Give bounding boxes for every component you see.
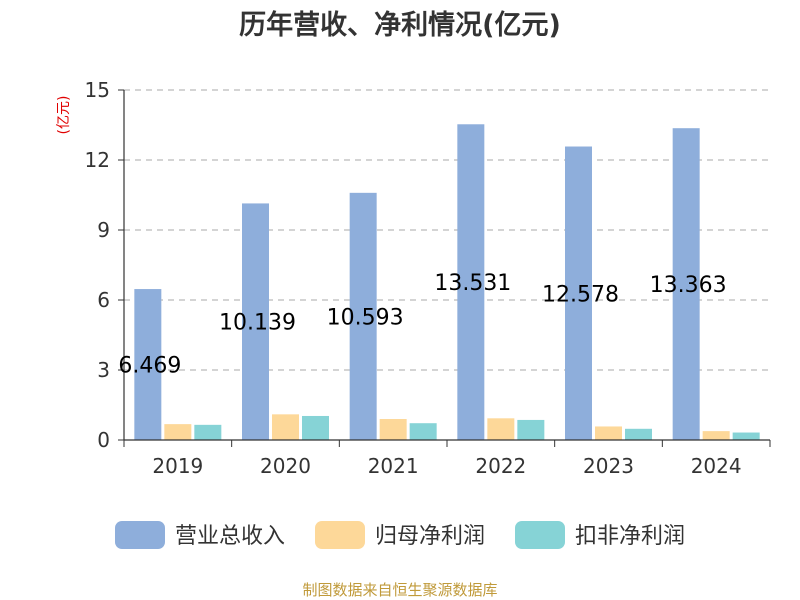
x-tick-label: 2019: [152, 454, 203, 478]
legend[interactable]: 营业总收入 归母净利润 扣非净利润: [115, 521, 685, 549]
bar-2-1[interactable]: [302, 415, 329, 440]
bar-0-0[interactable]: [134, 289, 162, 440]
y-tick-label: 6: [97, 288, 110, 312]
bar-0-2[interactable]: [349, 192, 377, 440]
y-axis-unit: (亿元): [56, 96, 72, 135]
bar-2-5[interactable]: [732, 432, 760, 440]
legend-swatch: [115, 521, 165, 549]
legend-swatch: [515, 521, 565, 549]
axes: 0 3 6 9 12 15 2019 2020 2021 2022 2023 2024: [85, 78, 771, 478]
y-tick-label: 9: [97, 218, 110, 242]
bar-1-1[interactable]: [272, 414, 299, 440]
bar-0-5[interactable]: [672, 128, 700, 441]
bar-2-2[interactable]: [409, 423, 437, 440]
legend-item-2[interactable]: 扣非净利润: [515, 521, 685, 549]
data-label: 6.469: [118, 354, 181, 379]
data-label: 13.363: [650, 273, 727, 298]
y-tick-label: 3: [97, 358, 110, 382]
bar-0-1[interactable]: [242, 203, 269, 440]
x-tick-label: 2022: [475, 454, 526, 478]
x-tick-label: 2021: [368, 454, 419, 478]
legend-label: 扣非净利润: [575, 524, 685, 549]
data-label: 10.593: [327, 305, 404, 330]
data-label: 13.531: [434, 271, 511, 296]
gridlines: [124, 89, 770, 371]
bar-2-4[interactable]: [625, 428, 652, 440]
legend-label: 归母净利润: [375, 524, 485, 549]
bar-0-3[interactable]: [457, 124, 485, 440]
y-tick-label: 0: [97, 428, 110, 452]
x-tick-label: 2023: [583, 454, 634, 478]
bar-1-2[interactable]: [379, 419, 407, 440]
x-tick-label: 2024: [691, 454, 742, 478]
data-label: 10.139: [219, 311, 296, 336]
bar-2-3[interactable]: [517, 419, 545, 440]
y-tick-label: 12: [85, 148, 110, 172]
bar-1-5[interactable]: [702, 431, 730, 440]
chart-title: 历年营收、净利情况(亿元): [239, 9, 561, 41]
bars: [134, 124, 760, 441]
bar-0-4[interactable]: [565, 146, 592, 440]
bar-1-4[interactable]: [595, 426, 622, 440]
y-tick-label: 15: [85, 78, 110, 102]
bar-1-3[interactable]: [487, 418, 515, 440]
legend-item-1[interactable]: 归母净利润: [315, 521, 485, 549]
legend-item-0[interactable]: 营业总收入: [115, 521, 285, 549]
source-note: 制图数据来自恒生聚源数据库: [302, 581, 497, 599]
bar-2-0[interactable]: [194, 424, 222, 440]
legend-swatch: [315, 521, 365, 549]
data-label: 12.578: [542, 282, 619, 307]
legend-label: 营业总收入: [175, 524, 285, 549]
x-tick-label: 2020: [260, 454, 311, 478]
data-labels: 6.469 10.139 10.593 13.531 12.578 13.363: [118, 271, 726, 378]
bar-1-0[interactable]: [164, 424, 192, 440]
